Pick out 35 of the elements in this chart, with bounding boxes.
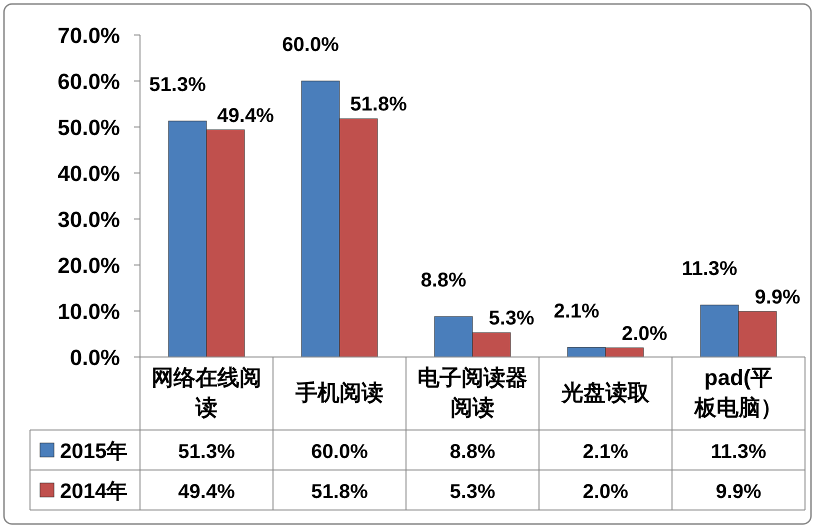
x-tick-label: pad(平板电脑）	[694, 365, 782, 420]
data-label: 60.0%	[311, 441, 368, 463]
data-label: 2.0%	[582, 481, 629, 503]
data-label: 49.4%	[178, 481, 236, 503]
text: 51.3%	[149, 74, 206, 96]
text: 9.9%	[754, 286, 800, 308]
data-label: 51.3%	[178, 441, 236, 463]
data-label: 8.8%	[450, 441, 496, 463]
x-tick-label: 光盘读取	[560, 380, 650, 405]
y-tick-label: 10.0%	[58, 299, 120, 324]
text: 60.0%	[282, 34, 339, 56]
data-label: 51.8%	[311, 481, 368, 503]
y-tick-label: 0.0%	[70, 345, 120, 370]
data-label: 11.3%	[710, 441, 767, 463]
text: 51.8%	[350, 94, 407, 116]
text: 5.3%	[488, 308, 534, 330]
y-tick-label: 30.0%	[58, 207, 120, 232]
text: 2.1%	[554, 300, 600, 322]
x-tick-label: 电子阅读器阅读	[418, 365, 528, 420]
data-label: 2.1%	[582, 441, 629, 463]
legend-label: 2015年	[60, 440, 128, 463]
data-label: 9.9%	[716, 481, 762, 503]
legend-label: 2014年	[60, 480, 128, 503]
text: 11.3%	[682, 258, 738, 280]
y-tick-label: 40.0%	[58, 161, 120, 186]
x-tick-label: 网络在线阅读	[152, 365, 262, 420]
y-tick-label: 20.0%	[58, 253, 120, 278]
text: 8.8%	[420, 270, 466, 292]
y-tick-label: 50.0%	[58, 115, 120, 140]
data-label: 5.3%	[450, 481, 496, 503]
text: 49.4%	[217, 104, 274, 127]
x-tick-label: 手机阅读	[294, 380, 384, 405]
y-tick-label: 60.0%	[58, 69, 120, 94]
y-tick-label: 70.0%	[58, 23, 120, 48]
text: 2.0%	[622, 322, 668, 345]
